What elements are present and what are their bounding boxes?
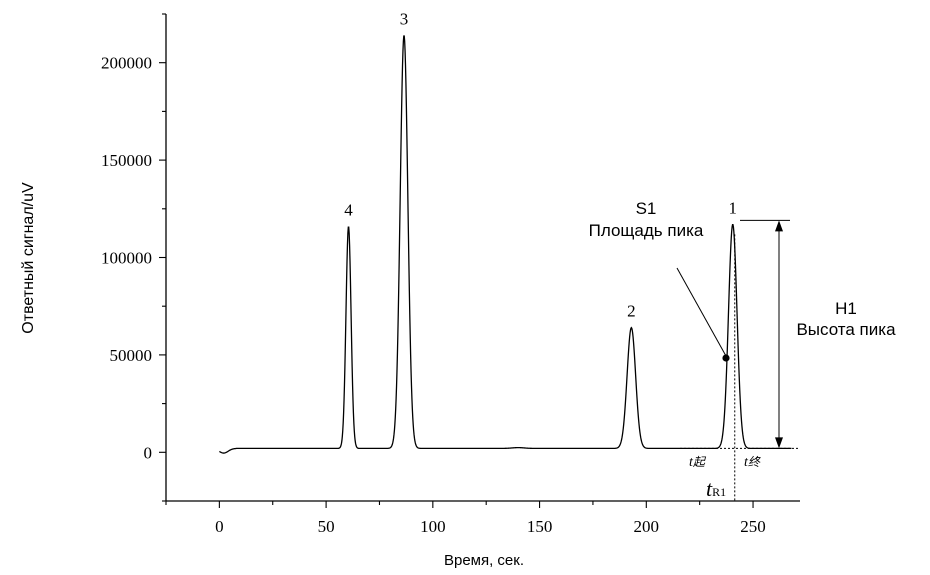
area-pointer-line: [676, 267, 727, 357]
height-label: Высота пика: [796, 320, 896, 339]
x-tick-label: 100: [420, 517, 446, 536]
height-arrow-top-head: [775, 220, 783, 232]
y-axis-label: Ответный сигнал/uV: [20, 182, 37, 334]
y-tick-label: 50000: [110, 346, 153, 365]
height-title: H1: [835, 299, 857, 318]
x-tick-label: 50: [318, 517, 335, 536]
chromatogram-trace: [219, 35, 792, 454]
y-tick-label: 150000: [101, 151, 152, 170]
area-label: Площадь пика: [589, 221, 704, 240]
peak-label: 3: [400, 9, 409, 28]
x-ticks: 0 50 100 150 200 250: [165, 501, 766, 536]
peak-labels: 4 3 2 1: [344, 9, 737, 320]
y-tick-label: 0: [144, 443, 153, 462]
annotations: S1 Площадь пика H1 Высота пика t起 t终 tR1: [589, 199, 896, 501]
area-pointer-dot: [722, 354, 730, 362]
height-arrow-bottom-head: [775, 437, 783, 449]
y-tick-label: 100000: [101, 249, 152, 268]
retention-time-label: tR1: [706, 476, 726, 501]
x-axis-label: Время, сек.: [444, 552, 524, 569]
t-start-label: t起: [689, 455, 707, 470]
peak-label: 4: [344, 200, 353, 219]
t-end-label: t终: [744, 455, 761, 470]
peak-label: 1: [729, 198, 738, 217]
peak-label: 2: [627, 302, 636, 321]
y-tick-label: 200000: [101, 54, 152, 73]
area-title: S1: [636, 199, 657, 218]
y-ticks: 0 50000 100000 150000 200000: [101, 13, 166, 502]
x-tick-label: 200: [634, 517, 660, 536]
x-tick-label: 250: [740, 517, 766, 536]
axes: [165, 14, 800, 502]
x-tick-label: 0: [215, 517, 224, 536]
x-tick-label: 150: [527, 517, 553, 536]
